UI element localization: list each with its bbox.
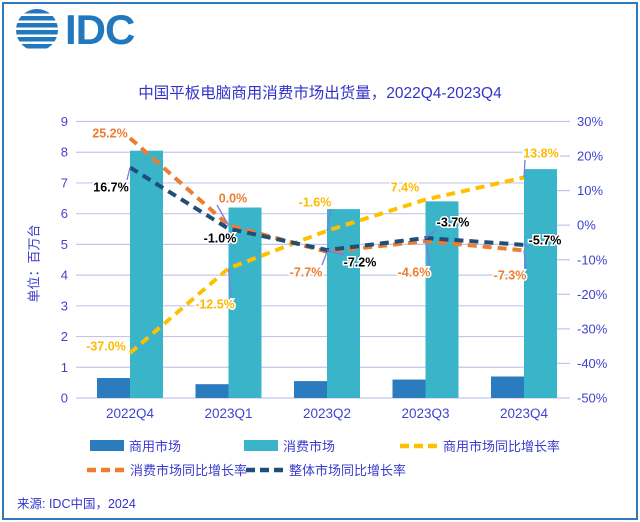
legend-item-commercial: 商用市场 [90, 436, 181, 455]
legend-swatch-bar [90, 440, 124, 451]
left-axis-tick-label: 8 [61, 145, 68, 160]
label-leader-line [126, 167, 131, 181]
legend-label: 商用市场 [129, 439, 182, 454]
data-label-consumer-growth-0: 25.2% [92, 127, 127, 141]
left-axis-tick-label: 0 [61, 391, 68, 406]
legend-item-overall-growth: 整体市场同比增长率 [246, 460, 406, 479]
legend-label: 消费市场同比增长率 [130, 463, 248, 478]
globe-icon [16, 9, 58, 51]
label-leader-line [227, 268, 232, 298]
legend-item-consumer: 消费市场 [244, 436, 335, 455]
left-axis-tick-label: 4 [61, 268, 68, 283]
bar-commercial-4 [491, 376, 524, 398]
legend-label: 商用市场同比增长率 [443, 439, 561, 454]
left-axis-tick-label: 2 [61, 329, 68, 344]
x-axis-label: 2023Q3 [401, 406, 449, 421]
right-axis-tick-label: -20% [577, 287, 608, 302]
right-axis-tick-label: 10% [577, 183, 603, 198]
data-label-consumer-growth-1: 0.0% [219, 192, 248, 206]
data-label-consumer-growth-2: -7.7% [290, 266, 323, 280]
bar-consumer-3 [425, 201, 459, 398]
bar-consumer-0 [130, 150, 163, 398]
label-leader-line [523, 244, 530, 248]
idc-logo: IDC [16, 6, 135, 53]
data-label-commercial-growth-4: 13.8% [523, 147, 558, 161]
bar-commercial-2 [294, 381, 327, 398]
legend-item-consumer-growth: 消费市场同比增长率 [87, 460, 247, 479]
bar-commercial-3 [392, 379, 426, 398]
x-axis-label: 2023Q2 [303, 406, 351, 421]
x-axis-label: 2023Q4 [500, 406, 549, 421]
label-leader-line [326, 208, 332, 231]
bar-consumer-1 [228, 207, 262, 398]
x-axis-label: 2022Q4 [106, 406, 155, 421]
label-leader-line [216, 204, 230, 226]
data-label-consumer-growth-4: -7.3% [494, 269, 527, 283]
data-label-commercial-growth-2: -1.6% [299, 196, 332, 210]
data-label-overall-growth-3: -3.7% [437, 216, 470, 230]
legend-swatch-line [87, 467, 125, 472]
right-axis-tick-label: 30% [577, 114, 603, 129]
legend-swatch-line [246, 467, 284, 472]
data-label-overall-growth-2: -7.2% [344, 256, 377, 270]
label-leader-line [425, 228, 438, 239]
legend-label: 整体市场同比增长率 [289, 463, 407, 478]
bar-consumer-4 [524, 169, 557, 398]
bar-commercial-1 [195, 384, 229, 398]
label-leader-line [326, 249, 345, 256]
legend-swatch-line [400, 443, 438, 448]
idc-logo-text: IDC [65, 6, 135, 53]
left-axis-tick-label: 3 [61, 298, 68, 313]
data-label-overall-growth-1: -1.0% [204, 232, 237, 246]
label-leader-line [523, 250, 527, 269]
data-label-overall-growth-4: -5.7% [529, 234, 562, 248]
label-leader-line [523, 159, 526, 178]
legend-swatch-bar [244, 440, 278, 451]
right-axis-tick-label: -50% [577, 391, 608, 406]
legend-label: 消费市场 [283, 439, 336, 454]
bar-commercial-0 [97, 378, 130, 398]
x-axis-label: 2023Q1 [204, 406, 252, 421]
legend-item-commercial-growth: 商用市场同比增长率 [400, 436, 560, 455]
data-label-commercial-growth-3: 7.4% [391, 181, 420, 195]
right-axis-tick-label: 0% [577, 218, 596, 233]
data-label-overall-growth-0: 16.7% [93, 181, 128, 195]
right-axis-tick-label: -30% [577, 321, 608, 336]
right-axis-tick-label: -10% [577, 252, 608, 267]
source-text: 来源: IDC中国，2024 [17, 497, 136, 511]
label-leader-line [424, 240, 431, 266]
chart-title: 中国平板电脑商用消费市场出货量，2022Q4-2023Q4 [138, 85, 502, 102]
left-axis-tick-label: 1 [61, 360, 68, 375]
right-axis-tick-label: -40% [577, 356, 608, 371]
left-axis-tick-label: 7 [61, 175, 68, 190]
right-axis-tick-label: 20% [577, 149, 603, 164]
data-label-commercial-growth-0: -37.0% [86, 340, 126, 354]
left-axis-tick-label: 9 [61, 114, 68, 129]
left-axis-tick-label: 6 [61, 206, 68, 221]
bar-consumer-2 [327, 209, 360, 398]
label-leader-line [321, 251, 328, 266]
data-label-commercial-growth-1: -12.5% [195, 298, 235, 312]
data-label-consumer-growth-3: -4.6% [398, 266, 431, 280]
left-axis-tick-label: 5 [61, 237, 68, 252]
